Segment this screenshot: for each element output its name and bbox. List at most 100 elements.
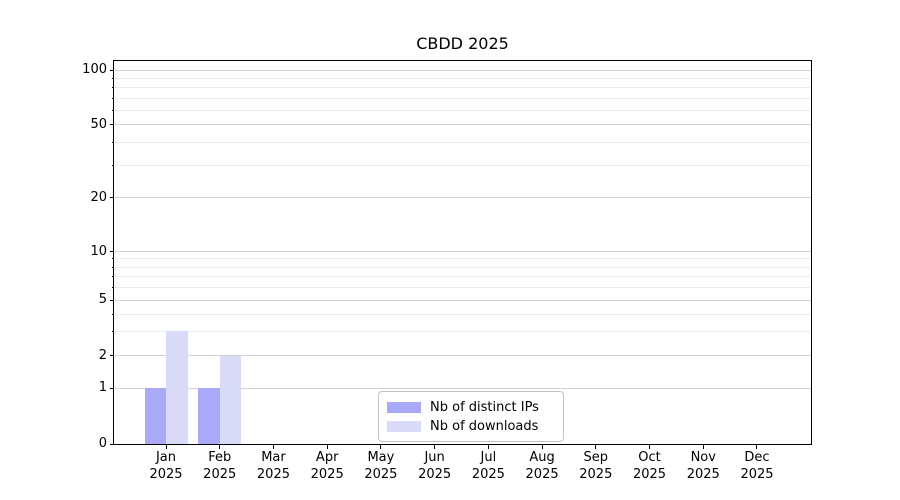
legend-item-downloads: Nb of downloads [387,419,555,434]
chart-title: CBDD 2025 [416,34,509,53]
x-tick-label-year: 2025 [740,466,774,482]
x-tick-label-year: 2025 [364,466,398,482]
gridline-minor-9 [114,258,811,260]
y-tick-100 [110,69,114,71]
x-tick-label-year: 2025 [579,466,613,482]
y-minor-tick-80 [111,87,114,89]
bar-distinct-ips-feb [198,388,220,444]
bar-downloads-jan [166,331,188,444]
gridline-major-1 [114,387,811,389]
x-tick-label-month: Jul [480,450,497,465]
y-minor-tick-8 [111,266,114,268]
y-tick-label-2: 2 [98,347,107,363]
y-tick-label-20: 20 [90,189,107,205]
y-minor-tick-7 [111,276,114,278]
x-tick-label-month: Aug [529,450,555,465]
x-tick-label-year: 2025 [471,466,505,482]
x-tick-label-apr: Apr 2025 [295,450,359,483]
gridline-minor-70 [114,97,811,99]
x-tick-nov [702,445,704,449]
y-tick-label-5: 5 [98,292,107,308]
x-tick-label-year: 2025 [686,466,720,482]
x-tick-label-month: Jun [424,450,445,465]
x-tick-label-aug: Aug 2025 [510,450,574,483]
x-tick-label-month: May [367,450,395,465]
x-tick-label-month: Nov [690,450,716,465]
x-tick-label-month: Jan [155,450,177,465]
x-tick-may [380,445,382,449]
x-tick-label-month: Apr [315,450,339,465]
x-tick-label-oct: Oct 2025 [618,450,682,483]
x-tick-label-month: Dec [744,450,770,465]
legend-swatch-downloads [387,420,421,432]
x-tick-label-month: Mar [261,450,286,465]
y-tick-0 [110,443,114,445]
x-tick-sep [595,445,597,449]
x-tick-oct [649,445,651,449]
gridline-minor-30 [114,164,811,166]
gridline-major-20 [114,197,811,199]
y-minor-tick-30 [111,164,114,166]
x-tick-label-year: 2025 [632,466,667,482]
x-tick-jul [487,445,489,449]
x-tick-label-month: Sep [583,450,609,465]
gridline-major-10 [114,251,811,252]
bar-distinct-ips-jan [144,388,166,444]
y-minor-tick-4 [111,313,114,315]
x-tick-label-may: May 2025 [349,450,413,483]
legend-label-downloads: Nb of downloads [430,418,539,434]
x-tick-feb [219,445,221,449]
x-tick-label-year: 2025 [525,466,559,482]
x-tick-dec [756,445,758,449]
y-tick-20 [110,197,114,199]
gridline-minor-4 [114,313,811,315]
x-tick-mar [272,445,274,449]
x-tick-label-jun: Jun 2025 [403,450,467,483]
legend-item-distinct-ips: Nb of distinct IPs [387,400,555,415]
gridline-minor-80 [114,87,811,89]
x-tick-label-year: 2025 [310,466,344,482]
gridline-major-50 [114,124,811,125]
bar-downloads-feb [219,355,242,444]
x-tick-label-sep: Sep 2025 [564,450,628,483]
x-tick-label-dec: Dec 2025 [725,450,789,483]
gridline-minor-60 [114,109,811,111]
x-tick-label-jul: Jul 2025 [456,450,520,483]
gridline-minor-3 [114,330,811,332]
x-tick-label-mar: Mar 2025 [241,450,305,483]
y-tick-label-10: 10 [90,243,107,259]
x-tick-label-year: 2025 [203,466,237,482]
x-tick-label-year: 2025 [256,466,290,482]
x-tick-label-feb: Feb 2025 [188,450,252,483]
gridline-major-2 [114,355,811,357]
y-tick-label-0: 0 [98,436,107,451]
legend: Nb of distinct IPs Nb of downloads [378,391,564,442]
y-minor-tick-9 [111,258,114,260]
y-tick-10 [110,251,114,252]
gridline-minor-8 [114,266,811,268]
x-tick-label-jan: Jan 2025 [134,450,198,483]
y-tick-2 [110,355,114,357]
x-tick-jan [165,445,167,449]
x-tick-jun [434,445,436,449]
gridline-minor-6 [114,287,811,289]
x-tick-label-month: Feb [208,450,232,465]
y-minor-tick-40 [111,141,114,143]
x-tick-label-year: 2025 [418,466,452,482]
y-minor-tick-70 [111,97,114,99]
gridline-minor-40 [114,141,811,143]
y-tick-label-100: 100 [82,62,107,77]
gridline-major-5 [114,299,811,301]
gridline-minor-7 [114,276,811,278]
y-minor-tick-60 [111,109,114,111]
x-tick-label-month: Oct [638,450,661,465]
y-minor-tick-6 [111,287,114,289]
x-tick-label-nov: Nov 2025 [671,450,735,483]
gridline-major-100 [114,69,811,71]
y-tick-5 [110,299,114,301]
x-tick-aug [541,445,543,449]
y-tick-50 [110,124,114,125]
y-minor-tick-90 [111,77,114,79]
y-tick-label-50: 50 [90,116,107,132]
